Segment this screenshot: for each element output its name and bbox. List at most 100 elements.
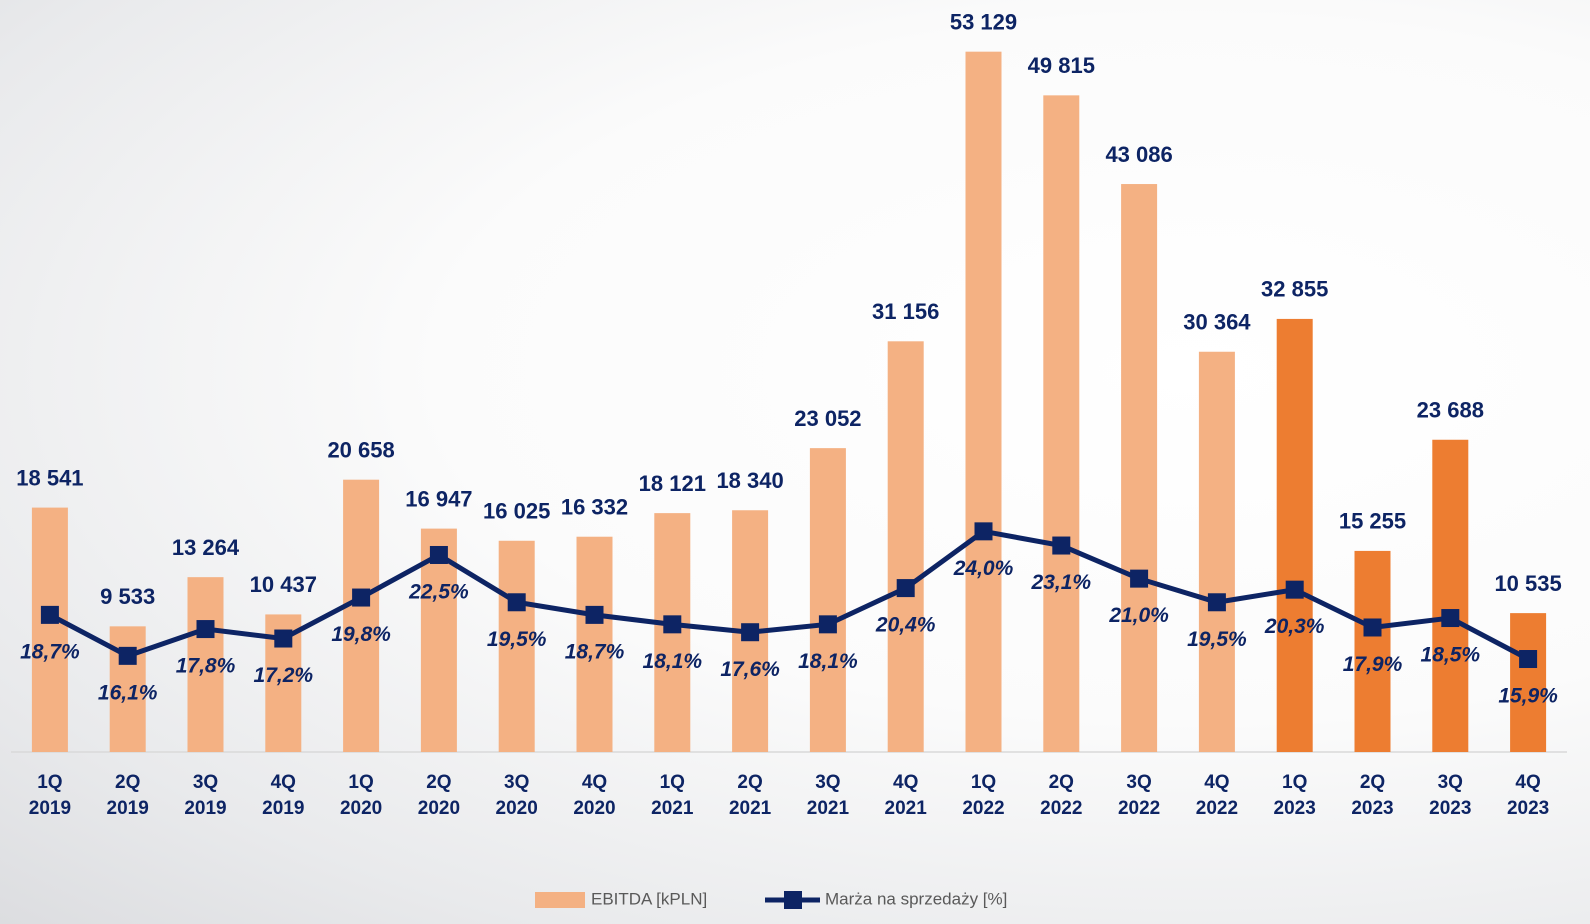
bar xyxy=(576,536,613,752)
line-value-label: 23,1% xyxy=(1031,571,1092,594)
legend-label: EBITDA [kPLN] xyxy=(591,889,707,908)
legend-label: Marża na sprzedaży [%] xyxy=(825,889,1007,908)
legend-marker xyxy=(784,891,802,909)
bar xyxy=(1043,95,1080,753)
line-value-label: 20,4% xyxy=(875,614,936,637)
marker xyxy=(429,545,448,564)
x-tick-label: 1Q 2020 xyxy=(339,772,383,819)
bar-value-label: 15 255 xyxy=(1339,509,1406,534)
x-tick-label: 1Q 2023 xyxy=(1273,772,1316,819)
line-value-label: 17,6% xyxy=(720,658,780,681)
x-tick-label: 1Q 2021 xyxy=(651,772,694,819)
bar xyxy=(1121,184,1158,752)
bar xyxy=(420,528,457,752)
x-tick-label: 4Q 2020 xyxy=(573,772,616,819)
line-value-label: 16,1% xyxy=(98,681,158,704)
marker xyxy=(1285,580,1304,599)
marker xyxy=(118,646,137,665)
bar xyxy=(498,540,535,752)
bar xyxy=(1276,318,1313,752)
bar-value-label: 18 541 xyxy=(16,465,83,490)
x-tick-label: 1Q 2022 xyxy=(962,772,1005,819)
x-tick-label: 1Q 2019 xyxy=(28,772,72,819)
bar-value-label: 43 086 xyxy=(1105,142,1172,167)
marker xyxy=(585,605,604,624)
bar xyxy=(1354,550,1391,752)
bar-value-label: 16 025 xyxy=(483,499,550,524)
bar xyxy=(965,51,1002,752)
bar xyxy=(31,507,68,752)
x-tick-label: 2Q 2023 xyxy=(1351,772,1394,819)
line xyxy=(48,528,1530,662)
line-value-label: 18,1% xyxy=(643,650,703,673)
bar-value-label: 10 535 xyxy=(1494,571,1561,596)
bar-value-label: 49 815 xyxy=(1028,53,1095,78)
line-value-label: 18,1% xyxy=(798,650,858,673)
marker xyxy=(1519,650,1538,669)
bar-value-label: 9 533 xyxy=(100,584,155,609)
bar-value-label: 13 264 xyxy=(172,535,240,560)
line-value-label: 18,5% xyxy=(1421,644,1481,667)
marker xyxy=(663,615,682,634)
x-tick-label: 3Q 2020 xyxy=(495,772,538,819)
bar-value-label: 16 947 xyxy=(405,486,472,511)
bar-value-label: 18 340 xyxy=(716,468,783,493)
bar-value-label: 10 437 xyxy=(250,572,317,597)
line-value-label: 17,9% xyxy=(1343,653,1403,676)
line-value-label: 22,5% xyxy=(408,581,469,604)
line-value-label: 19,8% xyxy=(331,623,391,646)
marker xyxy=(741,623,760,642)
line-value-label: 19,5% xyxy=(1187,628,1247,651)
line-value-label: 17,2% xyxy=(254,664,314,687)
bar xyxy=(887,341,924,752)
x-tick-label: 2Q 2021 xyxy=(728,772,772,819)
x-tick-label: 3Q 2021 xyxy=(806,772,850,819)
marker xyxy=(196,620,215,639)
line-value-label: 20,3% xyxy=(1264,615,1325,638)
line-value-label: 15,9% xyxy=(1498,685,1558,708)
marker xyxy=(1441,609,1460,628)
marker xyxy=(974,522,993,541)
x-tick-label: 4Q 2023 xyxy=(1506,772,1550,819)
line-value-label: 24,0% xyxy=(953,557,1014,580)
x-tick-label: 4Q 2022 xyxy=(1195,772,1239,819)
marker xyxy=(896,579,915,598)
bar-value-label: 30 364 xyxy=(1183,310,1251,335)
bar-value-label: 23 688 xyxy=(1417,398,1484,423)
marker xyxy=(1363,618,1382,637)
bar-value-label: 23 052 xyxy=(794,406,861,431)
bar-value-label: 31 156 xyxy=(872,299,939,324)
marker xyxy=(507,593,526,612)
marker xyxy=(1130,569,1149,588)
line-value-label: 17,8% xyxy=(176,655,236,678)
bar xyxy=(1510,613,1547,752)
line-value-label: 18,7% xyxy=(565,640,625,663)
marker xyxy=(274,629,293,648)
x-tick-label: 3Q 2019 xyxy=(184,772,227,819)
x-tick-label: 4Q 2019 xyxy=(262,772,305,819)
bar xyxy=(809,448,846,752)
x-tick-label: 3Q 2023 xyxy=(1429,772,1472,819)
bar-value-label: 32 855 xyxy=(1261,277,1328,302)
bar-value-label: 53 129 xyxy=(950,9,1017,34)
bar-value-label: 16 332 xyxy=(561,495,628,520)
x-tick-label: 2Q 2019 xyxy=(106,772,149,819)
legend-swatch xyxy=(535,892,585,908)
marker xyxy=(818,615,837,634)
bar xyxy=(1198,351,1235,752)
marker xyxy=(352,588,371,607)
bar-value-label: 18 121 xyxy=(639,471,706,496)
x-tick-label: 3Q 2022 xyxy=(1117,772,1161,819)
x-tick-label: 4Q 2021 xyxy=(884,772,927,819)
marker xyxy=(40,605,59,624)
bar xyxy=(187,577,224,752)
marker xyxy=(1207,593,1226,612)
line-value-label: 19,5% xyxy=(487,628,547,651)
marker xyxy=(1052,536,1071,555)
x-tick-label: 2Q 2020 xyxy=(417,772,461,819)
x-tick-label: 2Q 2022 xyxy=(1040,772,1083,819)
line-value-label: 21,0% xyxy=(1108,604,1169,627)
line-value-label: 18,7% xyxy=(20,640,80,663)
